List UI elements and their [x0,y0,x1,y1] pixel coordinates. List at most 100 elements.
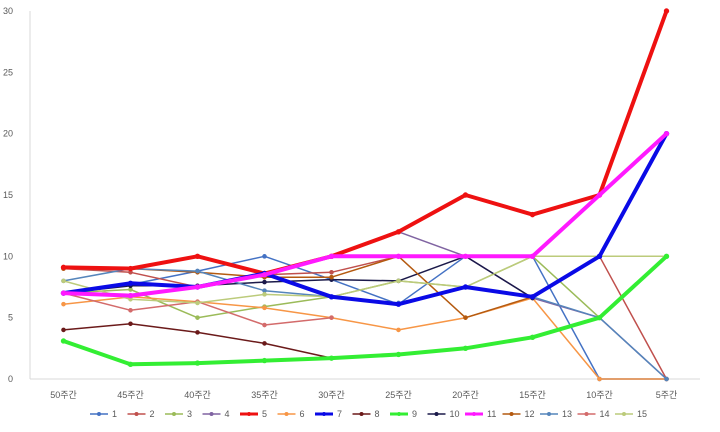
legend-marker [322,412,326,416]
series-line-6 [62,296,668,380]
legend-label: 1 [112,409,117,419]
x-tick-label: 45주간 [117,390,144,400]
series-14 [61,290,334,328]
data-point [60,264,67,271]
series-layer [60,8,670,382]
legend-marker [284,412,289,416]
data-point [262,341,267,346]
legend-marker [134,412,139,416]
data-point [663,253,670,260]
data-point [395,301,402,307]
data-point [194,253,201,260]
legend-marker [622,412,626,416]
legend-label: 5 [262,409,267,419]
data-point [395,253,402,260]
data-point [195,268,200,274]
legend-label: 10 [450,409,460,419]
data-point [529,334,536,340]
x-tick-label: 25주간 [385,390,412,400]
legend-marker [434,412,439,416]
series-line-14 [62,292,333,326]
legend-marker [472,412,476,416]
x-tick-label: 40주간 [184,390,211,400]
data-point [60,338,67,344]
data-point [128,308,133,313]
data-point [261,272,268,278]
x-tick-label: 50주간 [50,390,77,400]
data-point [596,192,603,198]
legend-marker [547,412,551,416]
data-point [462,345,469,352]
legend-marker [172,412,176,416]
data-point [128,287,133,292]
legend-marker [97,412,101,416]
legend-marker [509,412,514,416]
data-point [596,253,603,260]
series-5 [60,8,670,277]
data-point [664,376,669,382]
data-point [262,305,267,311]
data-point [262,322,267,328]
legend-item-1: 1 [90,409,117,419]
data-point [396,327,401,333]
y-tick-label: 25 [3,67,13,77]
data-point [128,321,133,327]
legend-marker [209,412,214,416]
data-point [328,355,335,361]
legend-label: 7 [337,409,342,419]
data-point [195,300,200,306]
series-9 [60,253,670,367]
data-point [395,351,402,358]
legend-item-6: 6 [277,409,305,419]
legend-item-7: 7 [315,409,342,419]
data-point [529,294,536,300]
legend-label: 13 [562,409,572,419]
data-point [328,294,335,300]
data-point [462,253,469,260]
legend-label: 8 [375,409,380,419]
series-2 [61,254,669,382]
x-tick-label: 5주간 [656,390,678,400]
legend-label: 3 [187,409,192,419]
legend-marker [359,412,364,416]
data-point [61,327,66,333]
legend-item-10: 10 [427,409,460,419]
x-tick-label: 15주간 [519,390,546,400]
data-point [529,253,536,260]
data-point [462,284,469,290]
legend-label: 15 [637,409,647,419]
series-line-11 [61,131,669,298]
legend-label: 11 [487,409,496,419]
legend: 1 2 3 4 5 6 7 8 9 10 11 12 13 14 15 [90,409,647,419]
legend-label: 2 [150,409,155,419]
legend-label: 9 [412,409,417,419]
data-point [463,315,468,320]
legend-item-11: 11 [465,409,496,419]
data-point [195,315,200,320]
series-11 [60,130,670,299]
legend-item-2: 2 [127,409,155,419]
data-point [328,253,335,260]
data-point [262,292,267,297]
legend-label: 12 [525,409,535,419]
data-point [262,254,267,259]
data-point [262,288,267,293]
legend-item-12: 12 [502,409,535,419]
y-tick-label: 20 [3,129,13,139]
data-point [127,292,134,299]
legend-label: 6 [300,409,305,419]
data-point [127,265,134,272]
series-line-9 [61,254,669,367]
data-point [663,130,670,137]
x-tick-label: 20주간 [452,390,479,400]
data-point [262,279,267,285]
data-point [596,314,603,321]
y-tick-label: 30 [3,6,13,16]
data-point [61,278,66,284]
y-tick-label: 5 [8,313,13,323]
data-point [127,361,134,367]
series-1 [61,254,669,382]
legend-item-14: 14 [577,409,610,419]
legend-marker [584,412,589,416]
